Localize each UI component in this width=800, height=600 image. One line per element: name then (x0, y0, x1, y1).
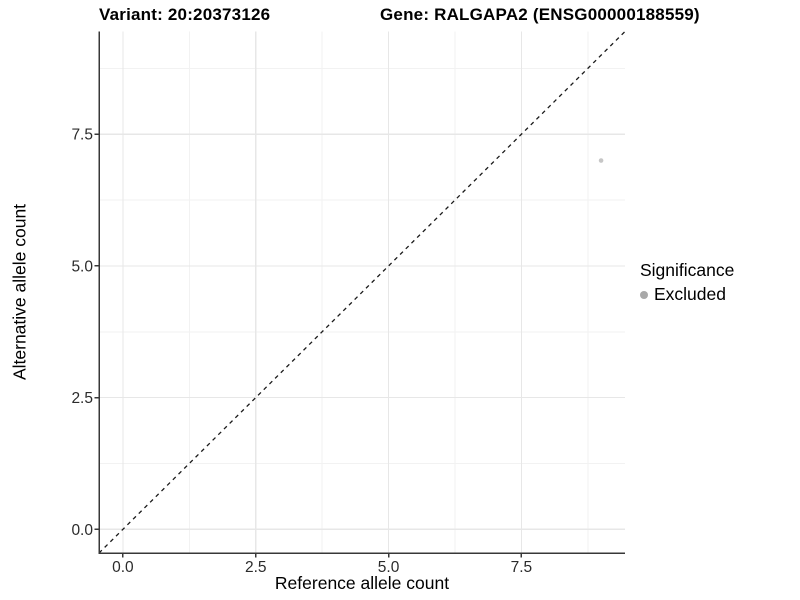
excluded-point-icon (640, 290, 648, 299)
x-axis-title: Reference allele count (274, 573, 450, 593)
axis-lines (98, 31, 625, 554)
gene-title: Gene: RALGAPA2 (ENSG00000188559) (380, 5, 700, 24)
identity-dashed-line (98, 31, 626, 554)
x-tick-label: 2.5 (245, 559, 267, 576)
legend-entry-label: Excluded (654, 284, 726, 304)
legend-entry-excluded: Excluded (640, 284, 734, 305)
x-tick-label: 0.0 (112, 559, 134, 576)
y-tick-label: 5.0 (71, 258, 93, 275)
legend: Significance Excluded (640, 260, 734, 305)
x-tick-label: 5.0 (378, 559, 400, 576)
variant-title: Variant: 20:20373126 (99, 5, 271, 24)
data-point (598, 158, 604, 163)
legend-title: Significance (640, 260, 735, 280)
y-tick-label: 0.0 (71, 522, 93, 539)
y-axis-title: Alternative allele count (9, 203, 30, 381)
x-tick-label: 7.5 (511, 559, 533, 576)
y-tick-label: 2.5 (71, 390, 93, 407)
y-tick-label: 7.5 (71, 127, 93, 144)
